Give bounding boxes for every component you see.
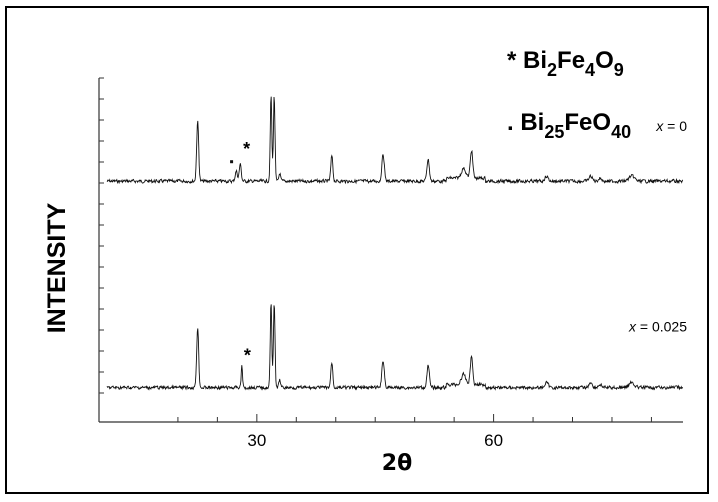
annotations: ** xyxy=(230,139,251,366)
axes xyxy=(98,78,683,423)
series-labels: x = 0 x = 0.025 xyxy=(628,118,687,334)
annotation-dot xyxy=(230,160,234,164)
x-tick-label: 30 xyxy=(247,431,266,450)
xrd-chart: 30 60 x = 0x = 0.025 ** INTENSITY 2θ * Bi… xyxy=(43,47,687,476)
annotation-star: * xyxy=(243,139,250,159)
y-axis-label: INTENSITY xyxy=(43,202,71,333)
series-group xyxy=(106,96,684,391)
legend: * Bi2Fe4O9 . Bi25FeO40 xyxy=(507,47,631,142)
x-axis-label: 2θ xyxy=(382,451,412,476)
legend-entry-0: * Bi2Fe4O9 xyxy=(507,47,624,80)
annotation-star: * xyxy=(244,346,251,366)
series-line-1 xyxy=(106,304,684,391)
legend-entry-1: . Bi25FeO40 xyxy=(507,109,631,142)
series-label-0: x = 0 xyxy=(655,118,687,134)
series-label-1: x = 0.025 xyxy=(628,319,687,335)
series-line-0 xyxy=(106,96,684,185)
x-tick-label: 60 xyxy=(484,431,503,450)
axis-ticks: 30 60 xyxy=(99,77,652,450)
